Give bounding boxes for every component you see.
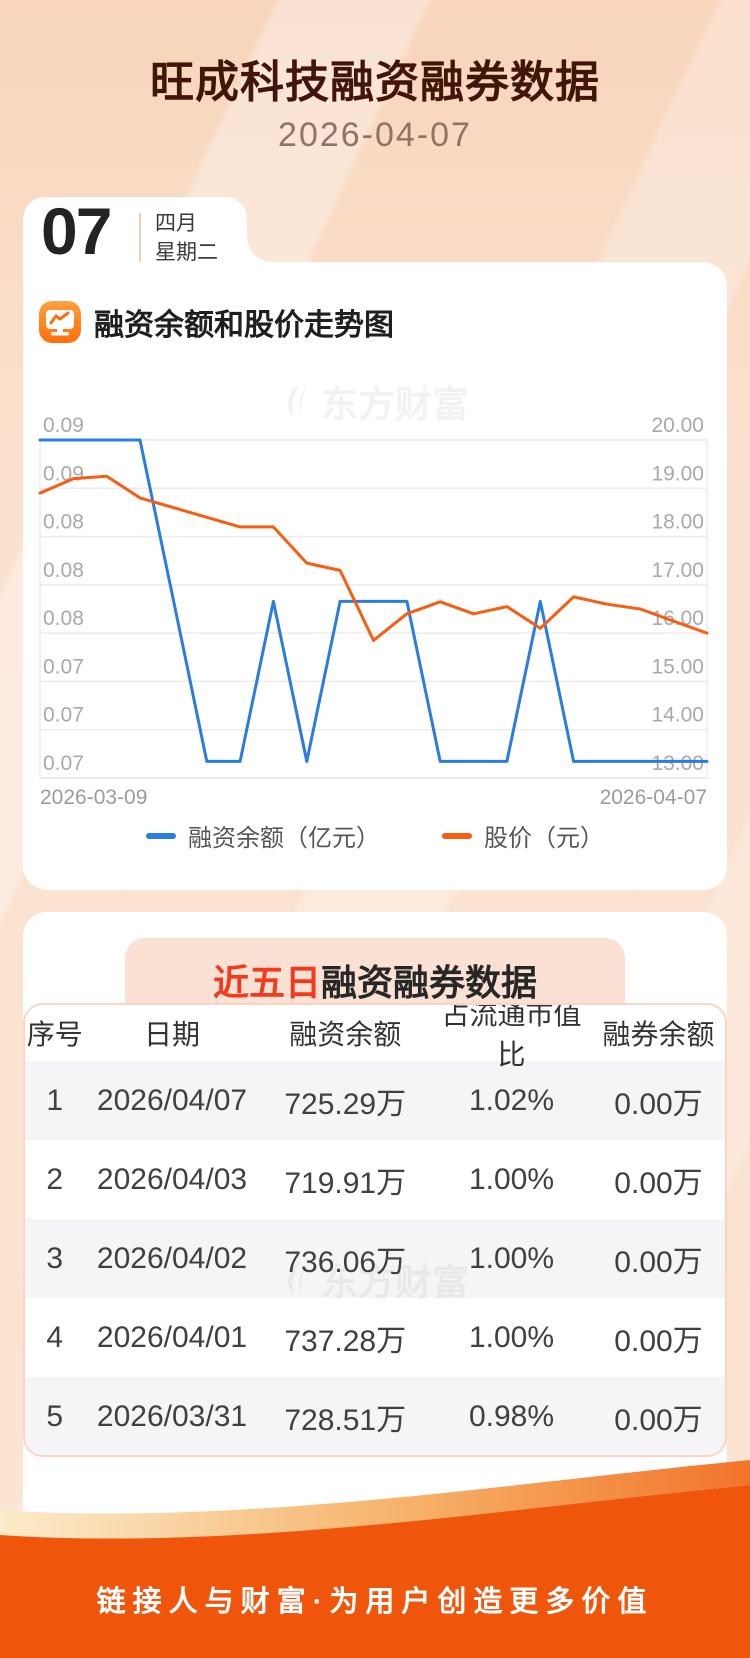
svg-text:0.07: 0.07: [43, 704, 84, 727]
table-cell: 719.91万: [284, 1166, 407, 1200]
table-cell: 0.98%: [468, 1399, 555, 1433]
legend-label: 融资余额（亿元）: [188, 825, 380, 852]
column-header: 序号: [26, 1019, 83, 1050]
legend-marker: [146, 832, 176, 839]
table-cell: 0.00万: [614, 1245, 703, 1279]
table-title-rest: 融资融券数据: [321, 962, 538, 1003]
table-cell: 2026/04/03: [96, 1162, 248, 1196]
table-cell: 0.00万: [614, 1403, 703, 1437]
table-cell: 736.06万: [284, 1245, 407, 1279]
svg-text:0.08: 0.08: [43, 607, 84, 630]
card-corner-fillet: [247, 238, 271, 262]
table-cell: 2: [46, 1162, 64, 1196]
table-cell: 0.00万: [614, 1087, 703, 1121]
table-cell: 2026/03/31: [96, 1399, 248, 1433]
svg-text:19.00: 19.00: [651, 462, 704, 485]
table-cell: 725.29万: [284, 1087, 407, 1121]
table-row: 2 2026/04/03 719.91万 1.00% 0.00万: [25, 1140, 725, 1219]
legend-marker: [442, 832, 472, 839]
svg-text:0.07: 0.07: [43, 655, 84, 678]
svg-text:0.07: 0.07: [43, 752, 84, 775]
chart-section-header: 融资余额和股价走势图: [39, 300, 394, 344]
chart-section-title: 融资余额和股价走势图: [94, 309, 394, 342]
svg-text:18.00: 18.00: [651, 511, 704, 534]
svg-text:2026-04-07: 2026-04-07: [600, 786, 707, 809]
table-cell: 0.00万: [614, 1166, 703, 1200]
legend-label: 股价（元）: [484, 825, 604, 852]
table-cell: 1.00%: [468, 1162, 555, 1196]
calendar-month-weekday: 四月 星期二: [155, 209, 218, 267]
table-cell: 0.00万: [614, 1324, 703, 1358]
table-cell: 2026/04/02: [96, 1241, 248, 1275]
svg-text:16.00: 16.00: [651, 607, 704, 630]
table-cell: 4: [46, 1320, 64, 1354]
margin-data-table: 序号 日期 融资余额 占流通市值比 融券余额 1 2026/04/07 725.29万 1.02…: [23, 1003, 727, 1457]
chart-legend: 融资余额（亿元） 股价（元）: [23, 818, 727, 853]
table-row: 1 2026/04/07 725.29万 1.02% 0.00万: [25, 1061, 725, 1140]
svg-text:15.00: 15.00: [651, 655, 704, 678]
svg-text:0.08: 0.08: [43, 559, 84, 582]
column-header: 占流通市值比: [441, 1003, 582, 1070]
table-cell: 1: [46, 1083, 64, 1117]
svg-text:2026-03-09: 2026-03-09: [40, 786, 147, 809]
page-title: 旺成科技融资融券数据: [150, 58, 600, 107]
table-card: 近五日融资融券数据 序号 日期 融资余额 占流通市值比 融券余额 1 2026/04/07 7…: [23, 912, 727, 1545]
table-cell: 2026/04/07: [96, 1083, 248, 1117]
table-cell: 5: [46, 1399, 64, 1433]
chart-monitor-icon: [39, 301, 81, 343]
line-chart: 0.09 20.000.09 19.000.08 18.000.08 17.000.08…: [38, 414, 709, 809]
column-header: 融资余额: [289, 1019, 402, 1050]
table-cell: 2026/04/01: [96, 1320, 248, 1354]
calendar-chip: 07 四月 星期二: [23, 194, 247, 281]
legend-item-1: 股价（元）: [442, 818, 604, 853]
svg-text:14.00: 14.00: [651, 704, 704, 727]
svg-text:0.09: 0.09: [43, 414, 84, 437]
calendar-day: 07: [41, 194, 112, 268]
chart-card: 融资余额和股价走势图 东方财富 0.09 20.00 0.09 19.00 0.08 18…: [23, 262, 727, 890]
table-cell: 1.00%: [468, 1241, 555, 1275]
calendar-divider: [139, 213, 141, 281]
table-cell: 1.02%: [468, 1083, 555, 1117]
footer-slogan: 链接人与财富·为用户创造更多价值: [96, 1586, 654, 1618]
table-row: 3 2026/04/02 736.06万 1.00% 0.00万: [25, 1219, 725, 1298]
calendar-month: 四月: [155, 212, 197, 235]
column-header: 融券余额: [602, 1019, 715, 1050]
page-date: 2026-04-07: [278, 116, 472, 154]
calendar-weekday: 星期二: [155, 241, 218, 264]
svg-text:20.00: 20.00: [651, 414, 704, 437]
table-header-row: 序号 日期 融资余额 占流通市值比 融券余额: [25, 1005, 725, 1070]
svg-text:17.00: 17.00: [651, 559, 704, 582]
svg-text:13.00: 13.00: [651, 752, 704, 775]
column-header: 日期: [143, 1019, 200, 1050]
table-row: 5 2026/03/31 728.51万 0.98% 0.00万: [25, 1377, 725, 1455]
table-title-highlight: 近五日: [212, 962, 321, 1003]
table-cell: 3: [46, 1241, 64, 1275]
svg-text:0.08: 0.08: [43, 511, 84, 534]
footer-wave: [0, 1460, 750, 1658]
table-cell: 737.28万: [284, 1324, 407, 1358]
table-row: 4 2026/04/01 737.28万 1.00% 0.00万: [25, 1298, 725, 1377]
table-cell: 1.00%: [468, 1320, 555, 1354]
legend-item-0: 融资余额（亿元）: [146, 818, 380, 853]
table-cell: 728.51万: [284, 1403, 407, 1437]
